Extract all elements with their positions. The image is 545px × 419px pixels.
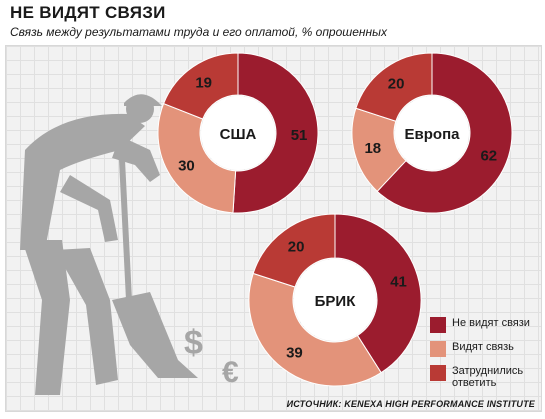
value-label-1-1: 18: [364, 140, 381, 157]
donut-center-label-0: США: [220, 126, 257, 143]
value-label-0-1: 30: [178, 158, 195, 175]
legend-swatch-0: [430, 317, 446, 333]
donut-segment-0-2: [162, 52, 239, 120]
euro-sign-icon: €: [222, 356, 239, 389]
source-note: ИСТОЧНИК: KENEXA HIGH PERFORMANCE INSTIT…: [286, 399, 535, 409]
legend-label-1: Видят связь: [452, 341, 514, 353]
dollar-sign-icon: $: [184, 324, 203, 362]
donut-segment-1-2: [355, 52, 433, 122]
donut-segment-0-0: [232, 52, 319, 214]
donut-hole-0: [201, 96, 275, 170]
legend-item-0: Не видят связи: [430, 315, 540, 339]
value-label-1-0: 62: [480, 147, 497, 164]
donut-segment-2-0: [334, 213, 422, 374]
legend-item-1: Видят связь: [430, 339, 540, 363]
chart-subtitle: Связь между результатами труда и его опл…: [10, 25, 387, 39]
header: НЕ ВИДЯТ СВЯЗИ Связь между результатами …: [0, 0, 545, 49]
value-label-2-2: 20: [288, 238, 305, 255]
legend-label-0: Не видят связи: [452, 317, 530, 329]
donut-center-label-2: БРИК: [315, 293, 357, 310]
worker-silhouette-icon: [20, 94, 198, 395]
donut-segment-2-1: [248, 272, 382, 387]
legend-label-2: Затруднились ответить: [452, 365, 524, 389]
donut-segment-1-0: [376, 52, 513, 214]
value-label-2-0: 41: [390, 274, 407, 291]
legend-item-2: Затруднились ответить: [430, 363, 540, 389]
value-label-0-2: 19: [195, 74, 212, 91]
donut-hole-2: [294, 259, 376, 341]
donut-segment-2-2: [252, 213, 336, 288]
legend-swatch-2: [430, 365, 446, 381]
donut-center-label-1: Европа: [405, 126, 461, 143]
donut-charts: 51 30 19 США 62 18 20 Европа 41 39 20 БРИК: [157, 52, 513, 387]
value-label-2-1: 39: [286, 344, 303, 361]
legend: Не видят связи Видят связь Затруднились …: [430, 315, 540, 389]
donut-segment-0-1: [157, 102, 237, 214]
chart-title: НЕ ВИДЯТ СВЯЗИ: [10, 3, 166, 22]
legend-swatch-1: [430, 341, 446, 357]
donut-hole-1: [395, 96, 469, 170]
value-label-1-2: 20: [388, 76, 405, 93]
value-label-0-0: 51: [291, 127, 308, 144]
